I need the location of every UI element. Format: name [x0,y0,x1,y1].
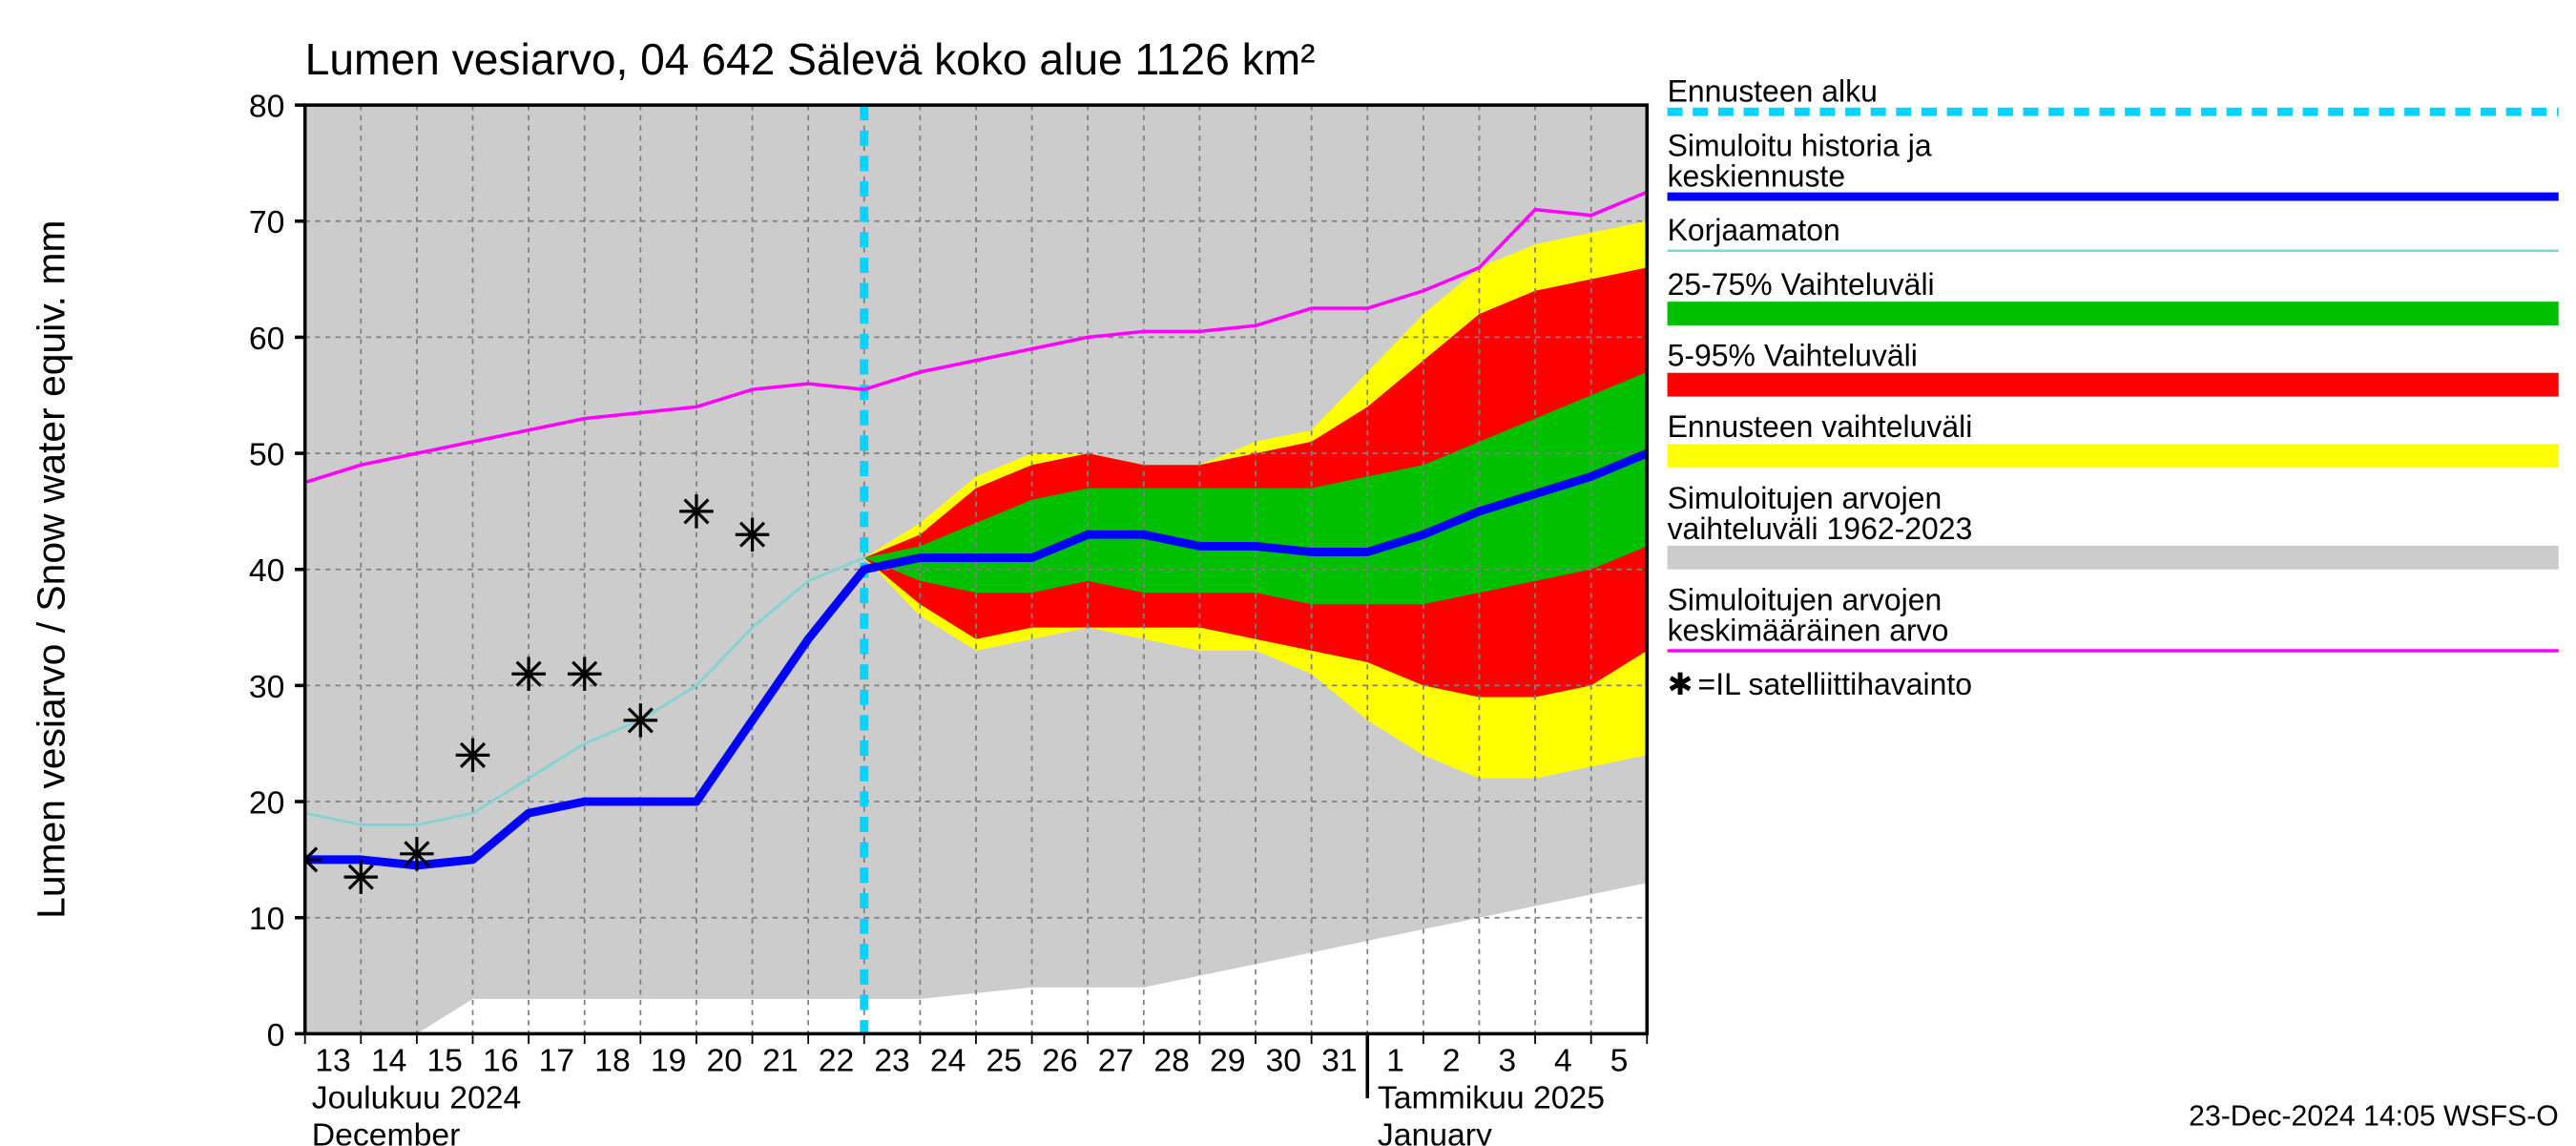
legend-label: Simuloitujen arvojen [1668,582,1942,616]
ytick-label: 50 [249,437,285,473]
ytick-label: 20 [249,784,285,821]
legend-label: keskimääräinen arvo [1668,613,1949,647]
month-label-left: December [312,1117,461,1146]
chart-container: 0102030405060708013141516171819202122232… [0,0,2576,1146]
xtick-label: 1 [1386,1042,1404,1078]
xtick-label: 26 [1042,1042,1078,1078]
legend-label: Ennusteen alku [1668,74,1878,109]
legend-label: 25-75% Vaihteluväli [1668,267,1935,302]
ytick-label: 10 [249,901,285,937]
ytick-label: 60 [249,321,285,357]
legend-label: Simuloitu historia ja [1668,128,1932,162]
snow-water-chart: 0102030405060708013141516171819202122232… [0,0,2576,1146]
legend-marker-icon: ✱ [1668,667,1693,701]
legend-color-swatch [1668,302,2559,325]
xtick-label: 2 [1443,1042,1461,1078]
y-axis-label: Lumen vesiarvo / Snow water equiv. mm [29,220,73,919]
xtick-label: 30 [1266,1042,1302,1078]
xtick-label: 18 [594,1042,631,1078]
xtick-label: 20 [706,1042,742,1078]
xtick-label: 27 [1098,1042,1134,1078]
month-label-left: Joulukuu 2024 [312,1080,521,1116]
xtick-label: 23 [874,1042,910,1078]
xtick-label: 14 [371,1042,407,1078]
xtick-label: 21 [762,1042,799,1078]
legend-color-swatch [1668,546,2559,570]
xtick-label: 25 [987,1042,1023,1078]
xtick-label: 19 [651,1042,687,1078]
ytick-label: 70 [249,204,285,240]
legend-label: keskiennuste [1668,158,1846,193]
legend-label: vaihteluväli 1962-2023 [1668,511,1973,546]
chart-title: Lumen vesiarvo, 04 642 Sälevä koko alue … [305,34,1316,84]
xtick-label: 5 [1610,1042,1629,1078]
month-label-right: January [1378,1117,1492,1146]
xtick-label: 4 [1554,1042,1572,1078]
legend-label: Simuloitujen arvojen [1668,481,1942,515]
ytick-label: 40 [249,552,285,589]
legend-label: Ennusteen vaihteluväli [1668,409,1973,444]
xtick-label: 17 [539,1042,575,1078]
ytick-label: 80 [249,89,285,125]
satellite-point [568,656,602,691]
xtick-label: 3 [1498,1042,1516,1078]
ytick-label: 30 [249,669,285,705]
legend-color-swatch [1668,444,2559,468]
xtick-label: 15 [426,1042,463,1078]
xtick-label: 31 [1321,1042,1358,1078]
xtick-label: 24 [930,1042,966,1078]
legend-label: Korjaamaton [1668,213,1840,247]
legend-label: 5-95% Vaihteluväli [1668,339,1918,373]
xtick-label: 29 [1210,1042,1246,1078]
xtick-label: 22 [819,1042,855,1078]
legend-label: =IL satelliittihavainto [1698,667,1972,701]
ytick-label: 0 [267,1017,285,1053]
legend-color-swatch [1668,373,2559,397]
xtick-label: 28 [1153,1042,1190,1078]
chart-footer: 23-Dec-2024 14:05 WSFS-O [2189,1100,2559,1132]
xtick-label: 16 [483,1042,519,1078]
month-label-right: Tammikuu 2025 [1378,1080,1605,1116]
xtick-label: 13 [315,1042,351,1078]
